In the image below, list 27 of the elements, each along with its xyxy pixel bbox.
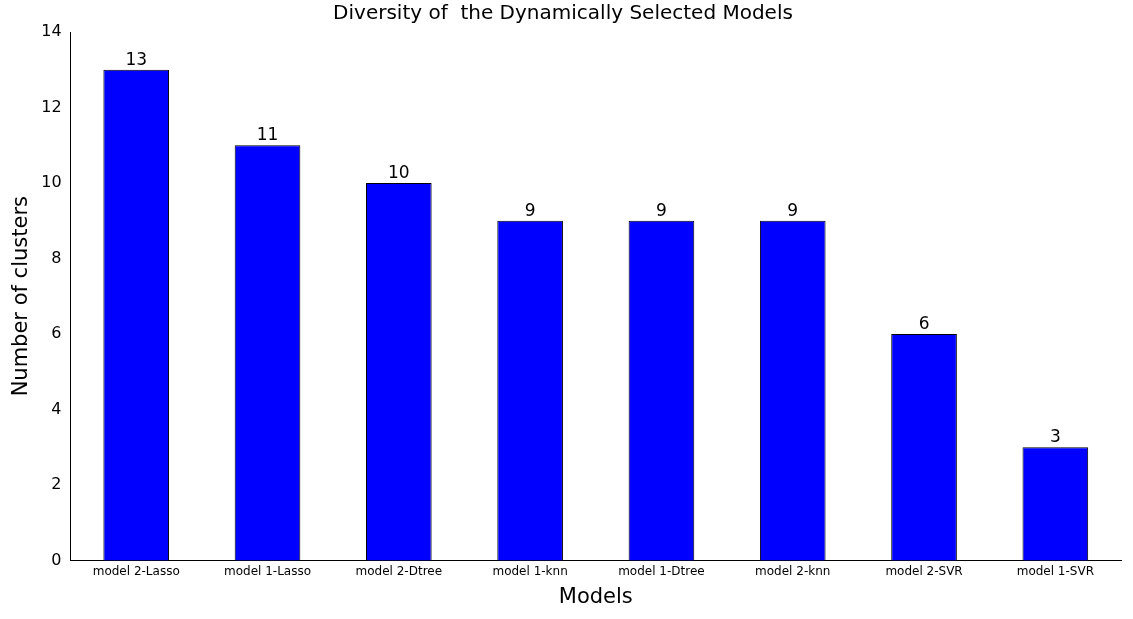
x-tick-label: model 1-knn (492, 563, 568, 578)
x-tick-label: model 1-Lasso (224, 563, 312, 578)
x-tick-label: model 2-Dtree (355, 563, 443, 578)
y-axis-title: Number of clusters (8, 196, 33, 397)
data-label: 3 (1049, 426, 1061, 447)
data-label: 13 (125, 48, 148, 69)
y-tick-label: 12 (41, 96, 62, 116)
y-tick-label: 2 (51, 474, 62, 494)
y-tick-label: 4 (51, 398, 62, 418)
y-tick-label: 8 (51, 247, 62, 267)
y-tick-label: 6 (51, 323, 62, 343)
x-tick-label: model 1-Dtree (618, 563, 705, 578)
data-label: 11 (256, 124, 279, 145)
data-label: 9 (656, 199, 667, 220)
data-label: 10 (388, 161, 410, 182)
data-label: 6 (918, 312, 930, 333)
x-axis-title: Models (558, 583, 633, 608)
chart-title: Diversity of the Dynamically Selected Models (333, 0, 793, 25)
x-tick-label: model 2-SVR (885, 563, 963, 578)
data-label: 9 (524, 199, 536, 220)
y-tick-label: 10 (41, 172, 62, 192)
x-tick-label: model 2-knn (755, 563, 831, 578)
x-tick-label: model 1-SVR (1016, 563, 1094, 578)
data-label: 9 (787, 199, 799, 220)
x-tick-label: model 2-Lasso (92, 563, 180, 578)
y-tick-label: 0 (51, 549, 62, 569)
y-tick-label: 14 (41, 21, 62, 41)
